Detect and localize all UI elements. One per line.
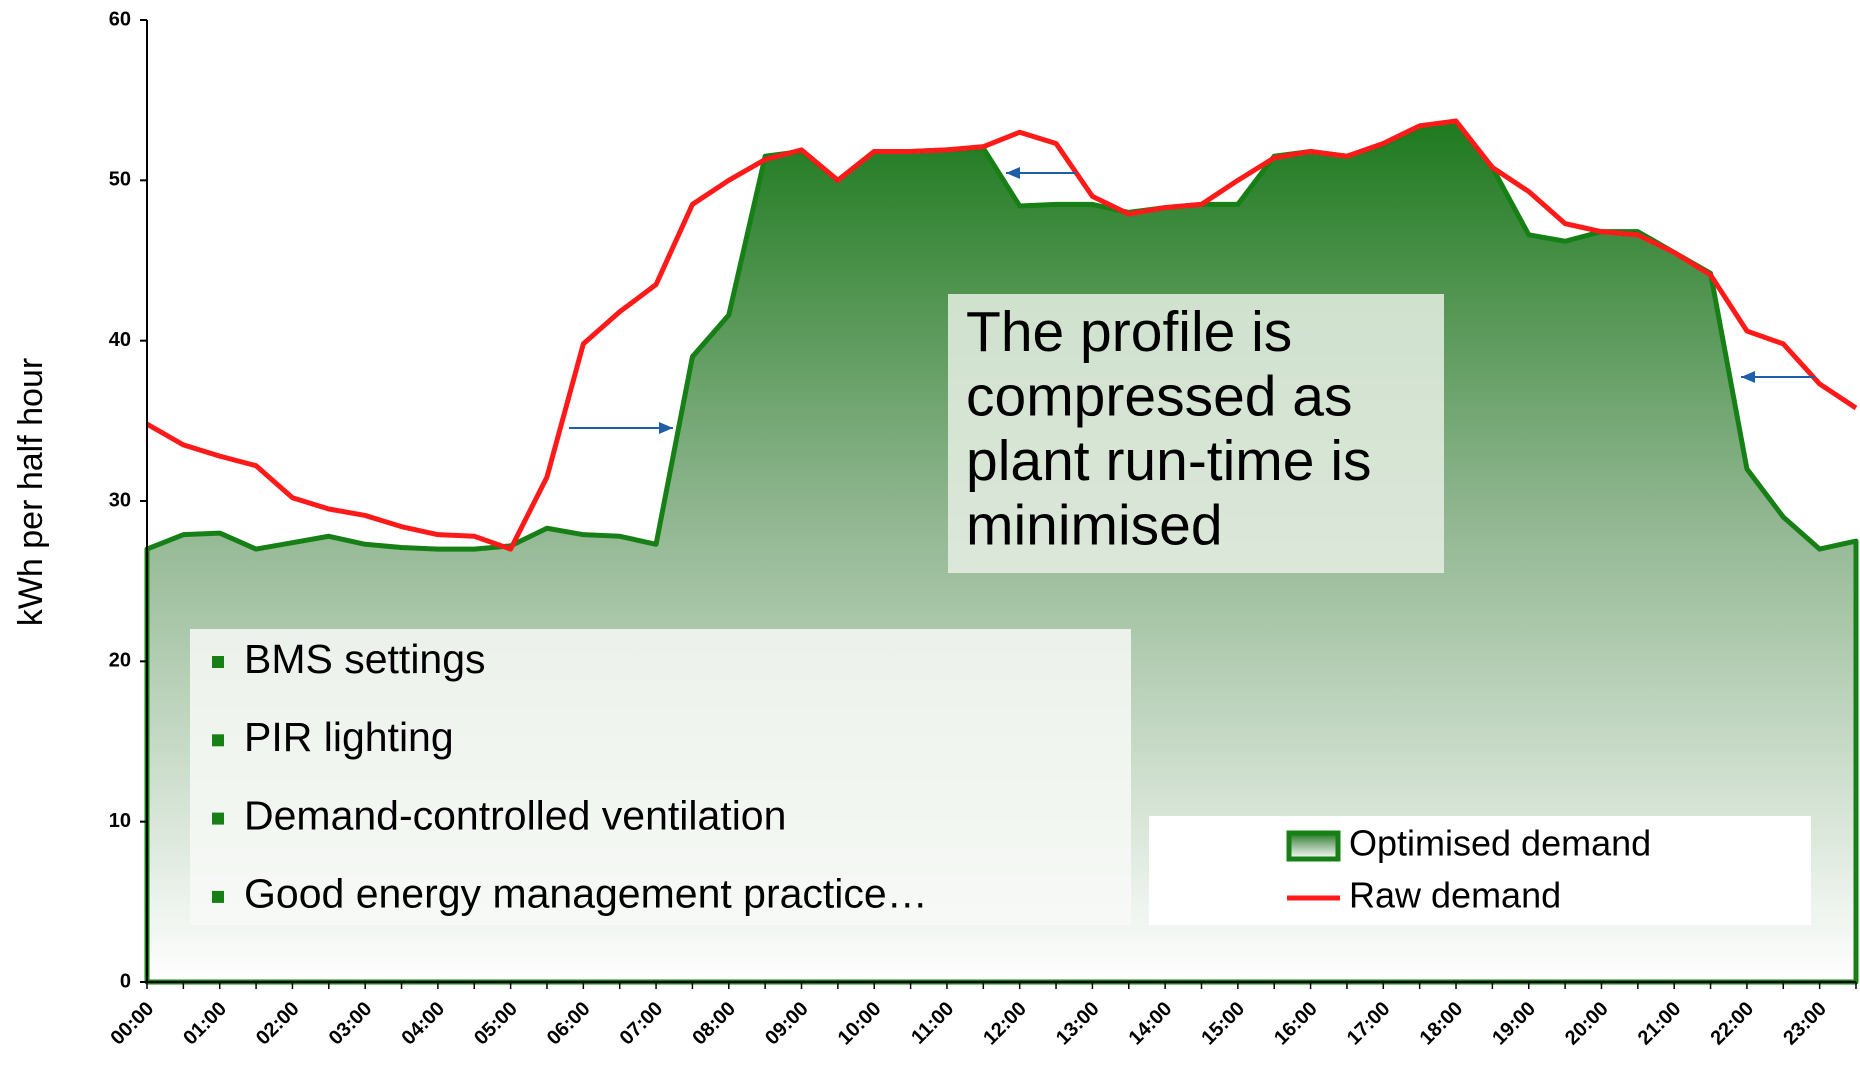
- bullet-marker: [212, 890, 224, 903]
- annotation-text: The profile is: [966, 300, 1292, 364]
- x-tick-label: 03:00: [325, 998, 377, 1050]
- x-tick-label: 14:00: [1125, 998, 1177, 1050]
- arrow-head: [1006, 167, 1020, 179]
- y-tick-label: 60: [109, 8, 131, 30]
- y-tick-label: 50: [109, 169, 131, 191]
- x-tick-label: 12:00: [979, 998, 1031, 1050]
- x-tick-label: 10:00: [834, 998, 886, 1050]
- x-tick-label: 18:00: [1416, 998, 1468, 1050]
- annotation-box: [948, 294, 1444, 573]
- annotation-text: plant run-time is: [966, 429, 1372, 493]
- x-tick-label: 22:00: [1706, 998, 1758, 1050]
- arrow-head: [659, 422, 673, 434]
- y-tick-label: 20: [109, 650, 131, 672]
- bullet-box: [190, 629, 1131, 925]
- x-tick-label: 00:00: [107, 998, 159, 1050]
- x-tick-label: 16:00: [1270, 998, 1322, 1050]
- x-tick-label: 21:00: [1634, 998, 1686, 1050]
- y-tick-label: 10: [109, 810, 131, 832]
- x-tick-label: 09:00: [761, 998, 813, 1050]
- bullet-marker: [212, 656, 224, 668]
- plot: [144, 118, 1859, 985]
- x-tick-label: 08:00: [688, 998, 740, 1050]
- x-tick-label: 06:00: [543, 998, 595, 1050]
- bullet-text: BMS settings: [244, 636, 486, 682]
- line: [145, 118, 1858, 552]
- arrow-head: [1741, 371, 1755, 383]
- bullet-marker: [212, 812, 224, 825]
- y-tick-label: 0: [120, 970, 131, 992]
- legend-label: Raw demand: [1349, 875, 1561, 916]
- x-tick-label: 20:00: [1561, 998, 1613, 1050]
- x-tick-label: 11:00: [907, 998, 958, 1049]
- y-tick-label: 40: [109, 329, 131, 351]
- legend-box: [1149, 816, 1811, 925]
- x-tick-label: 07:00: [616, 998, 668, 1050]
- x-tick-label: 05:00: [470, 998, 522, 1050]
- x-tick-label: 01:00: [179, 998, 231, 1050]
- bullet-text: PIR lighting: [244, 714, 454, 760]
- annotation-text: compressed as: [966, 365, 1353, 429]
- bullet-marker: [212, 734, 224, 747]
- legend-swatch: [1286, 830, 1341, 862]
- x-tick-label: 15:00: [1197, 998, 1249, 1050]
- bullet-text: Demand-controlled ventilation: [244, 792, 786, 838]
- bullet-text: Good energy management practice…: [244, 871, 928, 917]
- legend-label: Optimised demand: [1349, 823, 1651, 864]
- x-tick-label: 04:00: [397, 998, 449, 1050]
- x-tick-label: 17:00: [1343, 998, 1395, 1050]
- x-tick-label: 19:00: [1488, 998, 1540, 1050]
- x-tick-label: 23:00: [1779, 998, 1831, 1050]
- x-tick-label: 13:00: [1052, 998, 1104, 1050]
- annotation-text: minimised: [966, 494, 1223, 558]
- x-tick-label: 02:00: [252, 998, 304, 1050]
- y-axis-title: kWh per half hour: [12, 358, 50, 626]
- y-tick-label: 30: [109, 489, 131, 511]
